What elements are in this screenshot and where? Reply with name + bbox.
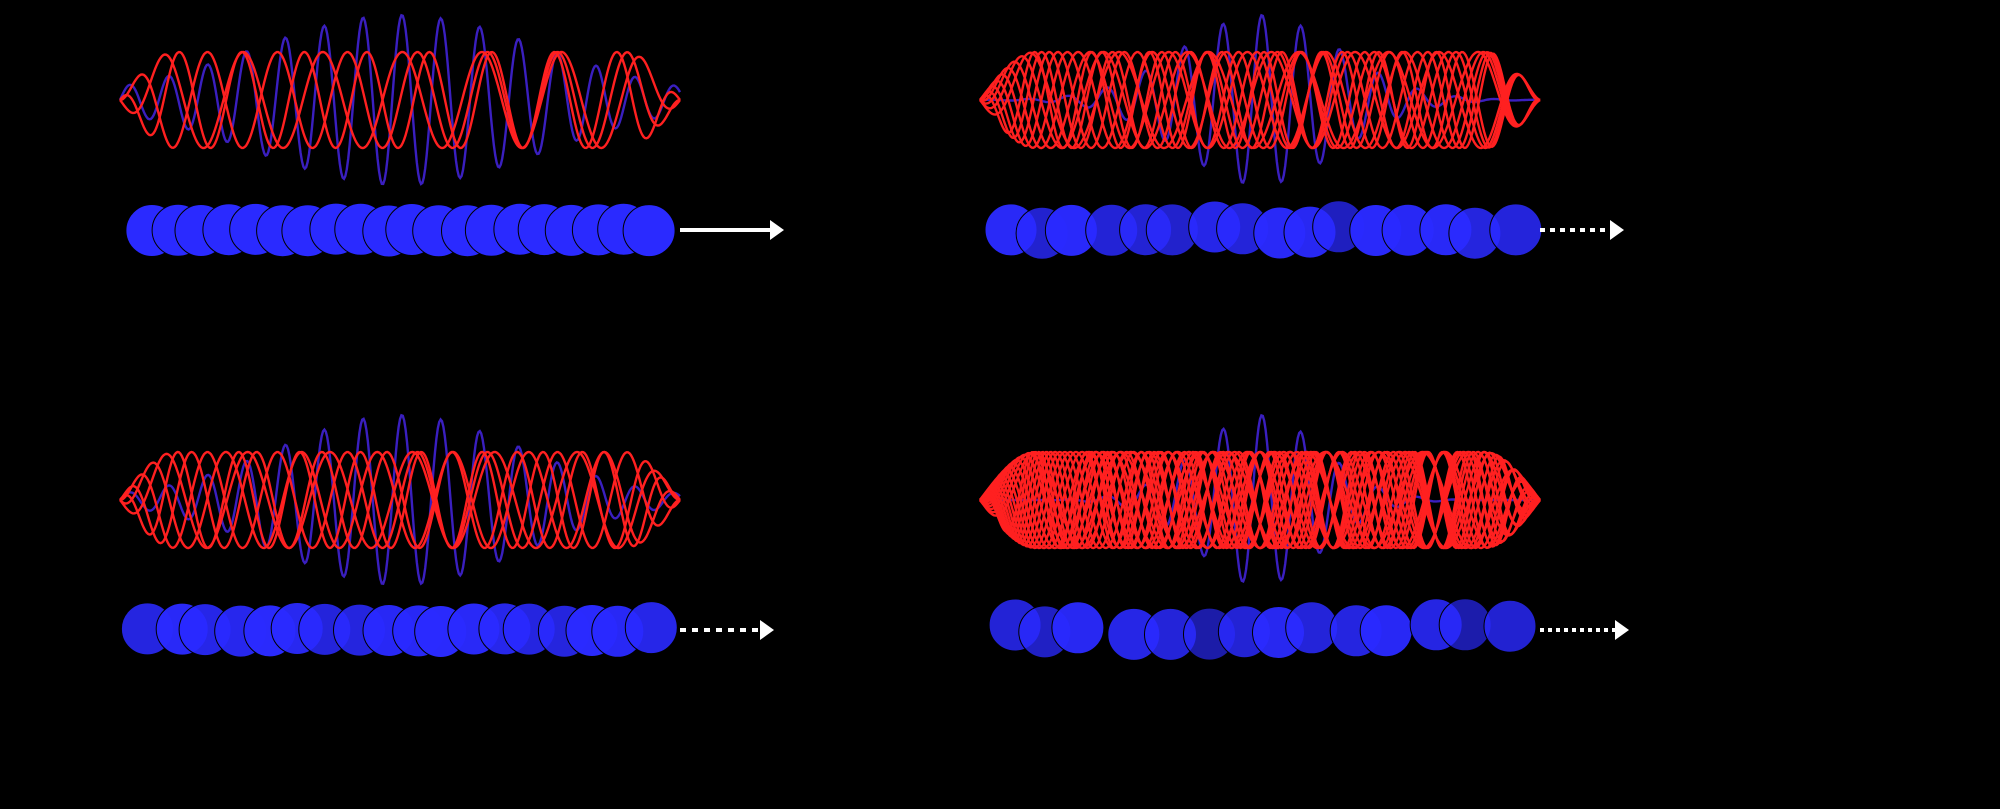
atom [1490,204,1542,256]
velocity-arrow-head [1610,220,1624,240]
atom [1439,599,1491,651]
panel-svg [80,0,800,320]
figure-canvas [0,0,2000,809]
panel-bottom-right [940,400,1660,720]
velocity-arrow-head [1615,620,1629,640]
atom [1052,602,1104,654]
panel-top-right [940,0,1660,320]
atom [623,205,675,257]
atom [625,602,677,654]
atom-chain [989,599,1536,661]
panel-top-left [80,0,800,320]
velocity-arrow-head [770,220,784,240]
velocity-arrow-head [760,620,774,640]
atom-chain [126,203,675,257]
panel-svg [940,0,1660,320]
atom [1484,600,1536,652]
atom-chain [985,201,1542,259]
panel-svg [80,400,800,720]
atom-chain [121,602,677,658]
panel-bottom-left [80,400,800,720]
atom [1360,605,1412,657]
panel-svg [940,400,1660,720]
